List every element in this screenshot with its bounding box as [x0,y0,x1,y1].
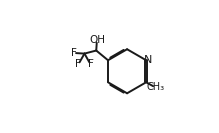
Text: CH₃: CH₃ [146,82,164,92]
Text: OH: OH [89,35,105,45]
Text: N: N [144,55,153,65]
Text: F: F [74,59,80,69]
Text: F: F [88,59,94,69]
Text: F: F [71,48,77,58]
